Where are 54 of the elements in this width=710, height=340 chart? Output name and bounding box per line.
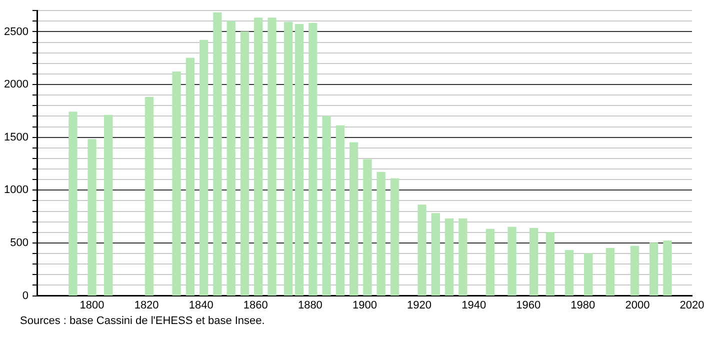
bar xyxy=(444,218,454,296)
bar xyxy=(529,228,538,296)
y-tick-label: 0 xyxy=(22,290,28,302)
bar xyxy=(418,204,426,296)
bar xyxy=(663,240,672,296)
y-tick-label: 2000 xyxy=(4,78,28,91)
bar xyxy=(606,248,615,296)
bar xyxy=(308,22,318,296)
x-tick-label: 2020 xyxy=(680,299,704,312)
x-tick-label: 1940 xyxy=(462,299,486,312)
y-tick-label: 2500 xyxy=(4,26,28,38)
x-tick-label: 1920 xyxy=(407,299,432,312)
bar xyxy=(88,139,96,296)
bar xyxy=(649,242,658,296)
bar xyxy=(564,250,574,296)
bar xyxy=(458,218,468,296)
bar xyxy=(630,246,640,296)
x-tick-label: 1820 xyxy=(134,299,159,312)
y-tick-label: 500 xyxy=(10,237,28,250)
x-tick-label: 1860 xyxy=(243,299,268,312)
x-tick-label: 1880 xyxy=(298,299,322,312)
bar xyxy=(349,142,358,296)
bar xyxy=(254,18,263,296)
y-tick-label: 1000 xyxy=(4,184,28,196)
bar xyxy=(431,213,440,296)
bar xyxy=(284,22,293,296)
bar xyxy=(546,232,555,296)
bar xyxy=(268,18,276,296)
bar xyxy=(294,24,304,296)
bar xyxy=(584,253,593,296)
bar xyxy=(322,116,331,296)
bar xyxy=(390,178,400,296)
bar xyxy=(186,58,195,296)
bar xyxy=(172,72,181,296)
bar xyxy=(213,12,222,296)
x-tick-label: 1800 xyxy=(80,299,104,312)
source-note: Sources : base Cassini de l'EHESS et base Insee. xyxy=(20,315,266,327)
bar xyxy=(376,172,386,296)
bar xyxy=(104,114,113,296)
y-tick-label: 1500 xyxy=(4,131,28,144)
bar xyxy=(200,40,208,296)
bar xyxy=(363,159,372,296)
bar xyxy=(508,226,516,296)
x-tick-label: 1900 xyxy=(352,299,377,312)
x-tick-label: 1840 xyxy=(188,299,214,312)
bar xyxy=(144,96,154,296)
bar xyxy=(240,31,250,296)
bar xyxy=(68,112,78,296)
x-tick-label: 1960 xyxy=(516,299,541,312)
bar xyxy=(226,20,236,296)
bar xyxy=(486,228,495,296)
x-tick-label: 2000 xyxy=(625,299,650,312)
bar xyxy=(336,125,345,296)
x-tick-label: 1980 xyxy=(570,299,596,312)
